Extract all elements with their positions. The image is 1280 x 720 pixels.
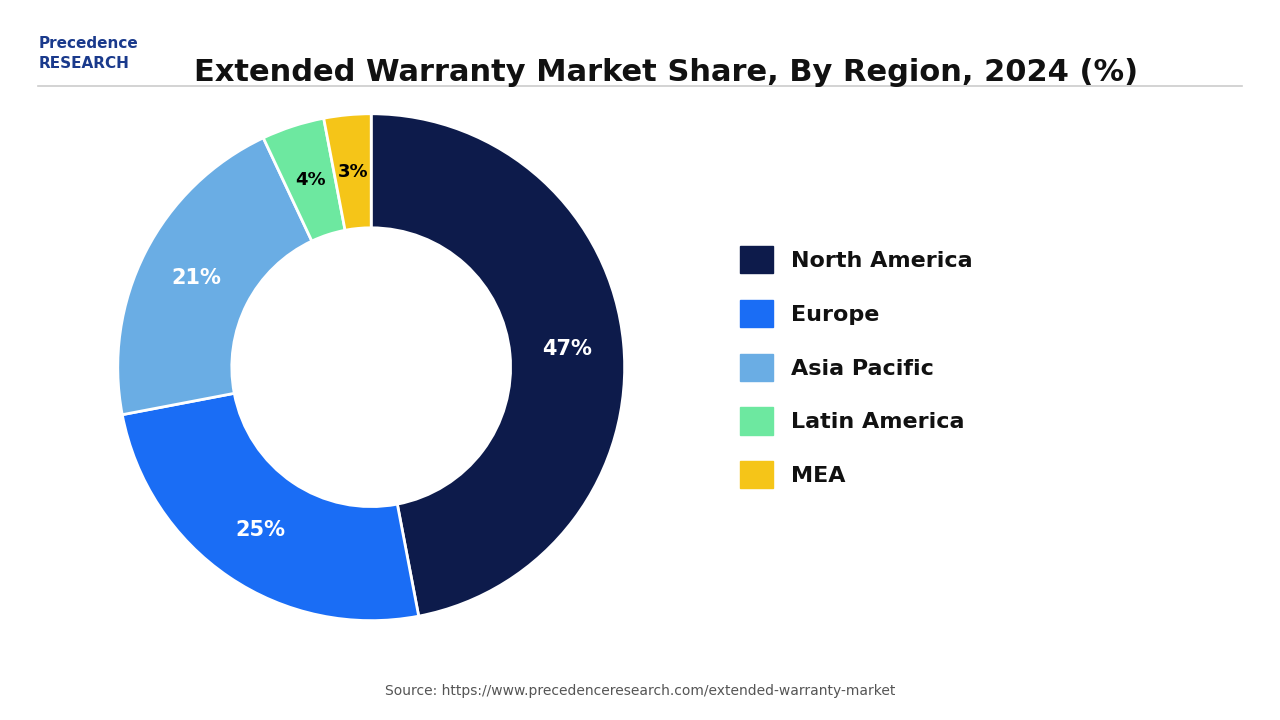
- Text: Source: https://www.precedenceresearch.com/extended-warranty-market: Source: https://www.precedenceresearch.c…: [385, 685, 895, 698]
- Wedge shape: [324, 114, 371, 230]
- Text: Extended Warranty Market Share, By Region, 2024 (%): Extended Warranty Market Share, By Regio…: [193, 58, 1138, 86]
- Wedge shape: [118, 138, 312, 415]
- Text: Precedence
RESEARCH: Precedence RESEARCH: [38, 36, 138, 71]
- Legend: North America, Europe, Asia Pacific, Latin America, MEA: North America, Europe, Asia Pacific, Lat…: [731, 237, 982, 498]
- Wedge shape: [371, 114, 625, 616]
- Text: 3%: 3%: [338, 163, 369, 181]
- Text: 4%: 4%: [296, 171, 326, 189]
- Text: 25%: 25%: [236, 520, 285, 540]
- Wedge shape: [123, 393, 419, 621]
- Text: 47%: 47%: [541, 338, 591, 359]
- Wedge shape: [264, 118, 346, 241]
- Text: 21%: 21%: [172, 268, 221, 288]
